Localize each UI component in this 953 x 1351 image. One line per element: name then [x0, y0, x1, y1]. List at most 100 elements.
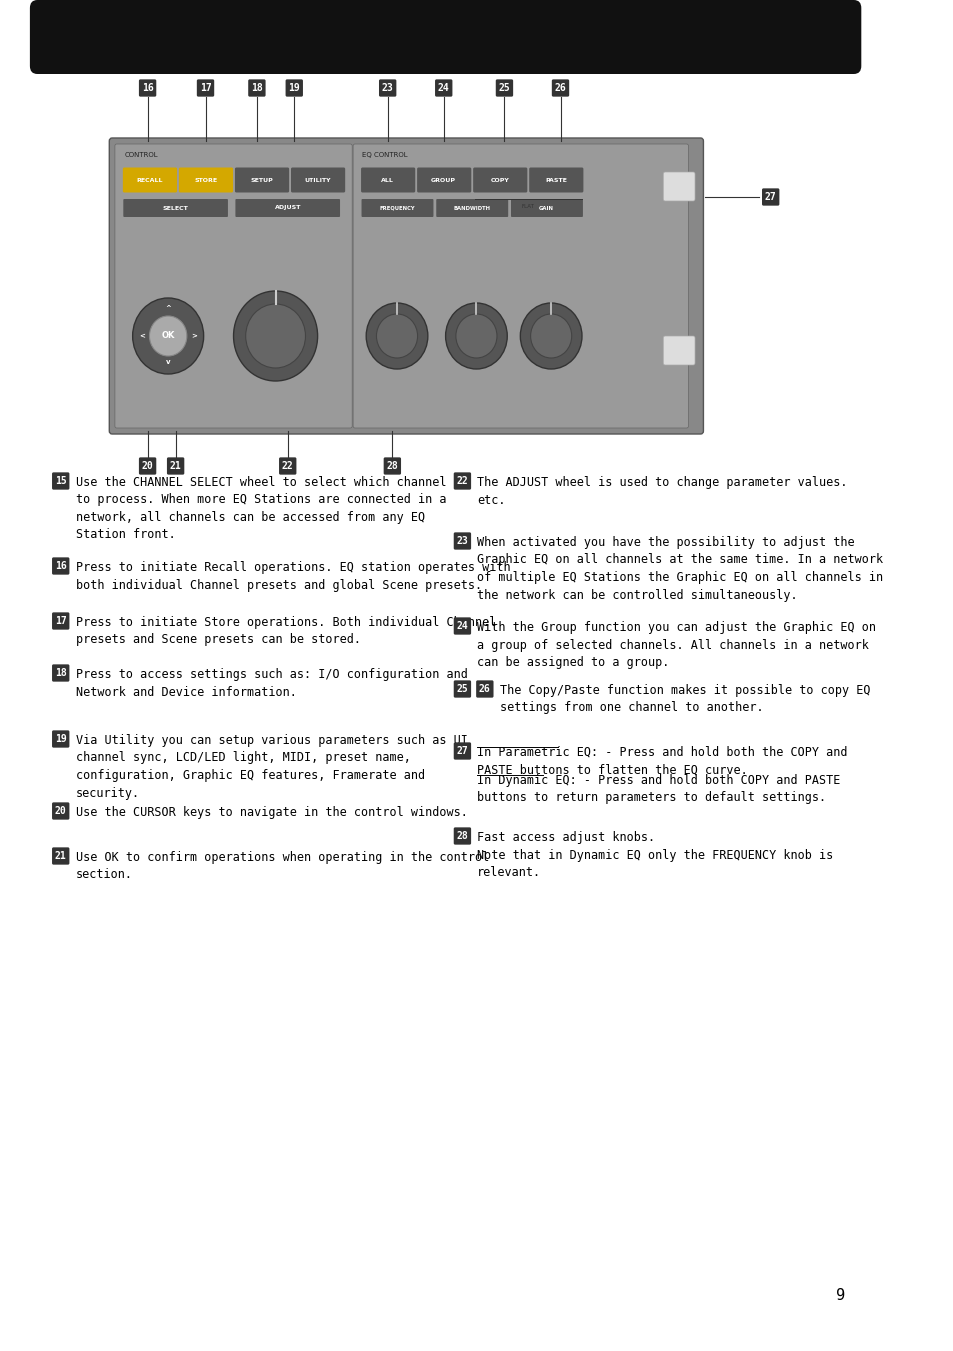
FancyBboxPatch shape [278, 458, 296, 474]
Circle shape [445, 303, 507, 369]
Text: The ADJUST wheel is used to change parameter values.
etc.: The ADJUST wheel is used to change param… [476, 476, 847, 507]
Circle shape [530, 313, 571, 358]
Text: COPY: COPY [490, 177, 509, 182]
Text: >: > [192, 332, 197, 339]
FancyBboxPatch shape [436, 199, 508, 218]
FancyBboxPatch shape [662, 172, 695, 201]
Text: 20: 20 [142, 461, 153, 470]
FancyBboxPatch shape [662, 336, 695, 365]
Text: 25: 25 [456, 684, 468, 694]
FancyBboxPatch shape [139, 458, 156, 474]
Text: Use the CHANNEL SELECT wheel to select which channel
to process. When more EQ St: Use the CHANNEL SELECT wheel to select w… [75, 476, 446, 542]
Circle shape [366, 303, 427, 369]
Text: Use the CURSOR keys to navigate in the control windows.: Use the CURSOR keys to navigate in the c… [75, 807, 467, 819]
Text: GROUP: GROUP [431, 177, 456, 182]
Text: 16: 16 [142, 82, 153, 93]
Text: Via Utility you can setup various parameters such as UI
channel sync, LCD/LED li: Via Utility you can setup various parame… [75, 734, 467, 800]
Circle shape [376, 313, 417, 358]
FancyBboxPatch shape [454, 681, 471, 697]
Text: 21: 21 [170, 461, 181, 470]
Text: 24: 24 [456, 620, 468, 631]
Text: Press to initiate Store operations. Both individual Channel
presets and Scene pr: Press to initiate Store operations. Both… [75, 616, 496, 647]
FancyBboxPatch shape [454, 532, 471, 550]
Text: With the Group function you can adjust the Graphic EQ on
a group of selected cha: With the Group function you can adjust t… [476, 621, 876, 669]
FancyBboxPatch shape [529, 168, 583, 192]
Text: BANDWIDTH: BANDWIDTH [453, 205, 490, 211]
Text: 20: 20 [54, 805, 67, 816]
FancyBboxPatch shape [52, 612, 70, 630]
FancyBboxPatch shape [52, 847, 70, 865]
Text: 22: 22 [281, 461, 294, 470]
Text: 28: 28 [386, 461, 397, 470]
FancyBboxPatch shape [454, 617, 471, 635]
FancyBboxPatch shape [454, 742, 471, 759]
Text: RECALL: RECALL [136, 177, 163, 182]
Circle shape [519, 303, 581, 369]
FancyBboxPatch shape [285, 80, 303, 97]
FancyBboxPatch shape [196, 80, 214, 97]
FancyBboxPatch shape [123, 168, 177, 192]
FancyBboxPatch shape [360, 168, 415, 192]
FancyBboxPatch shape [123, 199, 228, 218]
Text: 16: 16 [54, 561, 67, 570]
Text: 17: 17 [199, 82, 212, 93]
FancyBboxPatch shape [235, 199, 339, 218]
FancyBboxPatch shape [551, 80, 569, 97]
FancyBboxPatch shape [139, 80, 156, 97]
Text: Use OK to confirm operations when operating in the control
section.: Use OK to confirm operations when operat… [75, 851, 488, 881]
FancyBboxPatch shape [416, 168, 471, 192]
Text: OK: OK [161, 331, 174, 340]
FancyBboxPatch shape [52, 473, 70, 489]
FancyBboxPatch shape [291, 168, 345, 192]
Text: Fast access adjust knobs.
Note that in Dynamic EQ only the FREQUENCY knob is
rel: Fast access adjust knobs. Note that in D… [476, 831, 833, 880]
Text: SELECT: SELECT [163, 205, 189, 211]
FancyBboxPatch shape [52, 665, 70, 682]
Text: PASTE: PASTE [544, 177, 566, 182]
Text: ALL: ALL [381, 177, 394, 182]
Text: 26: 26 [478, 684, 490, 694]
Text: 15: 15 [54, 476, 67, 486]
Text: EQ CONTROL: EQ CONTROL [362, 153, 408, 158]
FancyBboxPatch shape [383, 458, 400, 474]
FancyBboxPatch shape [378, 80, 395, 97]
Text: 18: 18 [251, 82, 262, 93]
Text: GAIN: GAIN [538, 205, 554, 211]
FancyBboxPatch shape [234, 168, 289, 192]
FancyBboxPatch shape [52, 731, 70, 747]
Circle shape [456, 313, 497, 358]
FancyBboxPatch shape [454, 827, 471, 844]
Text: CONTROL: CONTROL [124, 153, 157, 158]
Text: <: < [139, 332, 145, 339]
Text: 18: 18 [54, 667, 67, 678]
FancyBboxPatch shape [167, 458, 184, 474]
Text: When activated you have the possibility to adjust the
Graphic EQ on all channels: When activated you have the possibility … [476, 536, 882, 601]
FancyBboxPatch shape [476, 681, 493, 697]
Text: 23: 23 [381, 82, 394, 93]
FancyBboxPatch shape [473, 168, 527, 192]
Text: In Dynamic EQ: - Press and hold both COPY and PASTE
buttons to return parameters: In Dynamic EQ: - Press and hold both COP… [476, 774, 840, 804]
FancyBboxPatch shape [30, 0, 861, 74]
Text: UTILITY: UTILITY [304, 177, 331, 182]
Text: Press to initiate Recall operations. EQ station operates with
both individual Ch: Press to initiate Recall operations. EQ … [75, 561, 510, 592]
Circle shape [132, 299, 203, 374]
Text: 25: 25 [498, 82, 510, 93]
FancyBboxPatch shape [52, 558, 70, 574]
Circle shape [233, 290, 317, 381]
FancyBboxPatch shape [110, 138, 702, 434]
Text: 24: 24 [437, 82, 449, 93]
Text: 23: 23 [456, 536, 468, 546]
Text: 27: 27 [456, 746, 468, 755]
Text: 21: 21 [54, 851, 67, 861]
Circle shape [150, 316, 187, 357]
FancyBboxPatch shape [361, 199, 433, 218]
FancyBboxPatch shape [761, 188, 779, 205]
FancyBboxPatch shape [114, 145, 352, 428]
Text: 26: 26 [554, 82, 566, 93]
FancyBboxPatch shape [353, 145, 688, 428]
Text: v: v [166, 359, 171, 365]
Text: 28: 28 [456, 831, 468, 840]
Text: FREQUENCY: FREQUENCY [378, 205, 415, 211]
Text: FLAT: FLAT [521, 204, 534, 209]
FancyBboxPatch shape [511, 199, 582, 218]
Text: 9: 9 [836, 1289, 844, 1304]
